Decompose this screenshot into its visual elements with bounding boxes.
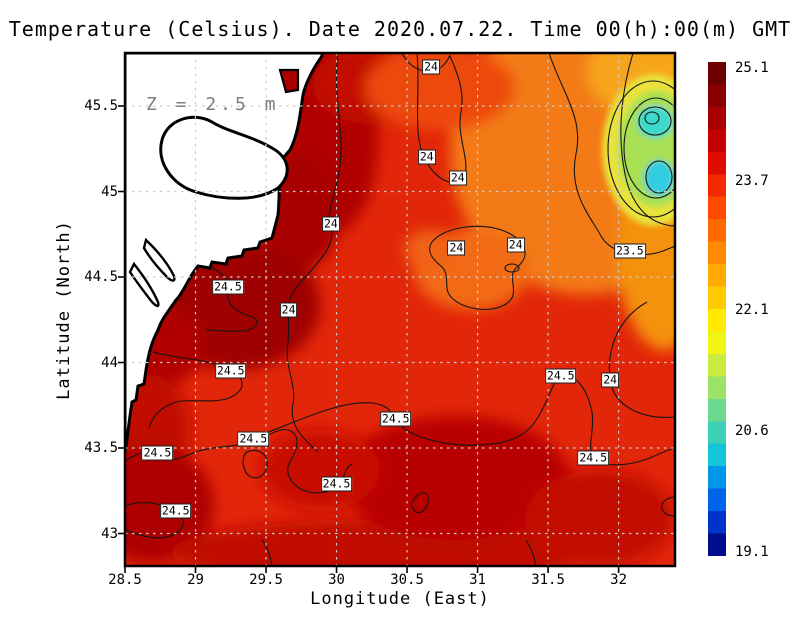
contour-label: 24.5 <box>237 431 270 447</box>
contour-line <box>607 80 675 218</box>
depth-annotation: Z = 2.5 m <box>146 94 280 115</box>
contour-line <box>411 492 429 514</box>
colorbar-tick-label: 19.1 <box>735 543 769 560</box>
contour-line <box>644 111 660 125</box>
x-axis-tick-label: 29 <box>187 572 204 588</box>
color-blob <box>365 53 515 130</box>
contour-line <box>638 106 672 136</box>
colorbar-tick-label: 20.6 <box>735 422 769 439</box>
x-axis-tick-label: 31 <box>469 572 486 588</box>
contour-line <box>548 53 675 256</box>
color-blob <box>170 520 590 566</box>
x-axis-tick-label: 30 <box>328 572 345 588</box>
y-axis-title: Latitude (North) <box>54 220 74 400</box>
contour-label: 24 <box>447 240 466 256</box>
y-axis-tick-label: 45.5 <box>84 98 118 114</box>
contour-label: 24.5 <box>159 503 192 519</box>
contour-line <box>645 160 673 194</box>
contour-label: 24.5 <box>544 368 577 384</box>
color-blob <box>260 430 380 510</box>
x-axis-tick-label: 29.5 <box>249 572 283 588</box>
lake-outline <box>142 237 176 282</box>
cold-eddy <box>602 74 675 226</box>
contour-label: 24 <box>601 372 620 388</box>
contour-label: 24.5 <box>141 445 174 461</box>
lagoon-outline <box>159 115 289 200</box>
color-blob <box>525 470 675 566</box>
eddy-core-cyan <box>644 160 674 196</box>
axis-ticks <box>118 105 620 573</box>
grid-lines <box>125 53 675 566</box>
x-axis-tick-label: 30.5 <box>390 572 424 588</box>
color-blob <box>340 416 570 540</box>
contour-line <box>242 449 268 479</box>
contour-label: 24.5 <box>320 476 353 492</box>
y-axis-tick-label: 43.5 <box>84 440 118 456</box>
colorbar-tick-label: 23.7 <box>735 172 769 189</box>
contour-line <box>148 351 243 429</box>
y-axis-tick-label: 45 <box>101 183 118 200</box>
contour-label: 24 <box>417 149 436 165</box>
contour-label: 23.5 <box>614 243 646 259</box>
contour-label: 24 <box>321 216 340 232</box>
delta-lagoon-cell <box>278 68 300 94</box>
lake-outline <box>128 261 160 308</box>
contour-label: 24 <box>448 170 467 186</box>
contour-line <box>125 502 184 539</box>
contour-label: 24.5 <box>379 411 412 427</box>
contour-line <box>429 225 526 310</box>
contour-label: 24 <box>506 237 525 253</box>
contour-label: 24.5 <box>577 450 610 466</box>
plot-frame <box>123 51 677 568</box>
contour-label: 24.5 <box>214 363 247 379</box>
contour-line <box>623 97 675 199</box>
x-axis-tick-label: 32 <box>610 572 628 588</box>
contour-label: 24 <box>422 59 440 75</box>
contour-line <box>504 263 520 273</box>
x-axis-tick-label: 31.5 <box>531 572 565 588</box>
y-axis-tick-label: 43 <box>101 525 118 542</box>
y-axis-tick-label: 44.5 <box>84 269 118 285</box>
colorbar <box>708 62 726 556</box>
contour-line <box>261 539 273 566</box>
contour-line <box>661 496 675 517</box>
contour-line <box>286 55 342 453</box>
eddy-core-cyan <box>637 106 673 138</box>
contour-line <box>525 539 537 566</box>
x-axis-tick-label: 28.5 <box>108 572 142 588</box>
contour-label: 24.5 <box>212 279 244 295</box>
figure-title: Temperature (Celsius). Date 2020.07.22. … <box>8 17 792 41</box>
y-axis-tick-label: 44 <box>101 354 118 371</box>
colorbar-tick-label: 22.1 <box>735 301 769 318</box>
x-axis-title: Longitude (East) <box>310 589 490 609</box>
colorbar-tick-label: 25.1 <box>735 59 769 76</box>
contour-label: 24 <box>279 302 298 317</box>
